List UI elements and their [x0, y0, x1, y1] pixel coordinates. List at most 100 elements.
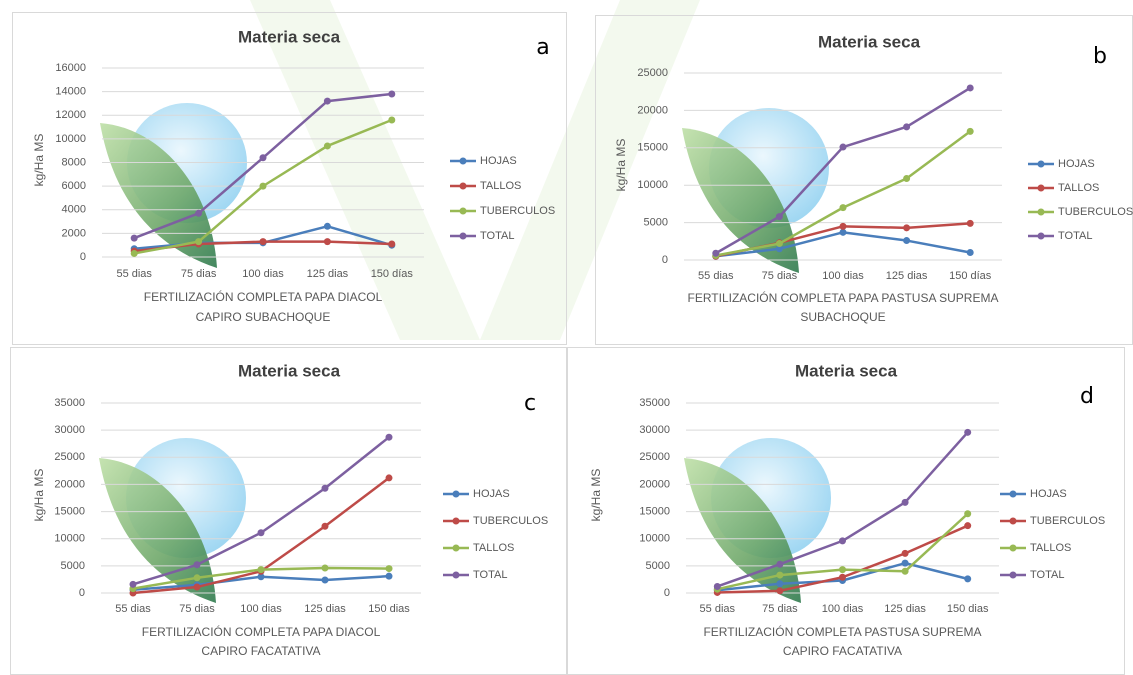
data-point	[839, 537, 846, 544]
x-tick-label: 125 dias	[886, 270, 928, 282]
legend-marker	[460, 208, 467, 215]
data-point	[903, 123, 910, 130]
legend-label: TOTAL	[1058, 230, 1092, 242]
chart-panel: Materia secadkg/Ha MSFERTILIZACIÓN COMPL…	[568, 348, 1125, 675]
y-tick-label: 35000	[639, 397, 670, 409]
y-axis-label: kg/Ha MS	[32, 469, 46, 522]
data-point	[712, 250, 719, 257]
x-tick-label: 75 dias	[762, 270, 798, 282]
x-axis-label: FERTILIZACIÓN COMPLETA PAPA PASTUSA SUPR…	[688, 290, 999, 305]
chart-title: Materia seca	[238, 27, 341, 46]
legend-marker	[1010, 491, 1017, 498]
legend-marker	[453, 545, 460, 552]
legend-marker	[453, 491, 460, 498]
data-point	[260, 183, 267, 190]
data-point	[839, 566, 846, 573]
y-tick-label: 25000	[639, 451, 670, 463]
legend-marker	[1010, 518, 1017, 525]
data-point	[386, 474, 393, 481]
data-point	[388, 241, 395, 248]
legend-marker	[453, 572, 460, 579]
x-tick-label: 55 dias	[700, 603, 736, 615]
y-tick-label: 5000	[644, 217, 668, 229]
legend-label: TOTAL	[473, 569, 507, 581]
chart-title: Materia seca	[795, 361, 898, 380]
data-point	[194, 574, 201, 581]
y-tick-label: 10000	[55, 133, 86, 145]
x-tick-label: 100 dias	[822, 603, 864, 615]
y-tick-label: 0	[662, 254, 668, 266]
x-tick-label: 75 dias	[762, 603, 798, 615]
x-tick-label: 150 dias	[947, 603, 989, 615]
panel-letter: c	[524, 391, 536, 416]
y-axis-label: kg/Ha MS	[614, 139, 628, 192]
x-tick-label: 100 dias	[242, 268, 284, 280]
legend-label: HOJAS	[473, 488, 510, 500]
data-point	[902, 560, 909, 567]
data-point	[964, 522, 971, 529]
y-tick-label: 10000	[639, 533, 670, 545]
data-point	[840, 229, 847, 236]
data-point	[195, 238, 202, 245]
data-point	[386, 573, 393, 580]
data-point	[840, 144, 847, 151]
data-point	[386, 434, 393, 441]
legend-label: TOTAL	[480, 230, 514, 242]
chart-title: Materia seca	[818, 32, 921, 51]
legend-label: TUBERCULOS	[1058, 206, 1133, 218]
data-point	[964, 510, 971, 517]
legend-marker	[460, 158, 467, 165]
data-point	[776, 561, 783, 568]
legend-label: TUBERCULOS	[480, 205, 555, 217]
data-point	[258, 566, 265, 573]
x-tick-label: 125 dias	[307, 268, 349, 280]
y-tick-label: 10000	[637, 179, 668, 191]
data-point	[194, 561, 201, 568]
data-point	[967, 128, 974, 135]
data-point	[967, 84, 974, 91]
x-tick-label: 150 dias	[368, 603, 410, 615]
y-tick-label: 14000	[55, 86, 86, 98]
data-point	[840, 223, 847, 230]
y-tick-label: 35000	[54, 397, 85, 409]
data-point	[324, 223, 331, 230]
y-tick-label: 0	[79, 587, 85, 599]
data-point	[967, 249, 974, 256]
legend-marker	[1038, 209, 1045, 216]
data-point	[714, 583, 721, 590]
x-axis-label: CAPIRO SUBACHOQUE	[196, 310, 331, 324]
legend-marker	[1038, 185, 1045, 192]
legend-marker	[1010, 572, 1017, 579]
data-point	[964, 575, 971, 582]
y-tick-label: 30000	[54, 424, 85, 436]
y-tick-label: 8000	[62, 156, 86, 168]
legend-label: TOTAL	[1030, 569, 1064, 581]
y-tick-label: 20000	[637, 104, 668, 116]
x-tick-label: 100 dias	[822, 270, 864, 282]
data-point	[260, 238, 267, 245]
data-point	[902, 499, 909, 506]
page: Materia secaakg/Ha MSFERTILIZACIÓN COMPL…	[0, 0, 1133, 675]
x-axis-label: CAPIRO FACATATIVA	[783, 644, 902, 658]
legend-marker	[453, 518, 460, 525]
x-tick-label: 55 dias	[698, 270, 734, 282]
y-tick-label: 25000	[54, 451, 85, 463]
chart-title: Materia seca	[238, 361, 341, 380]
data-point	[840, 204, 847, 211]
data-point	[903, 237, 910, 244]
data-point	[903, 175, 910, 182]
panel-letter: d	[1080, 384, 1094, 409]
y-tick-label: 20000	[54, 478, 85, 490]
data-point	[903, 224, 910, 231]
data-point	[776, 587, 783, 594]
data-point	[776, 213, 783, 220]
y-tick-label: 5000	[61, 560, 85, 572]
data-point	[388, 90, 395, 97]
background-stripe	[250, 0, 700, 340]
y-tick-label: 4000	[62, 204, 86, 216]
data-point	[964, 429, 971, 436]
data-point	[839, 574, 846, 581]
data-point	[386, 565, 393, 572]
x-tick-label: 100 dias	[240, 603, 282, 615]
